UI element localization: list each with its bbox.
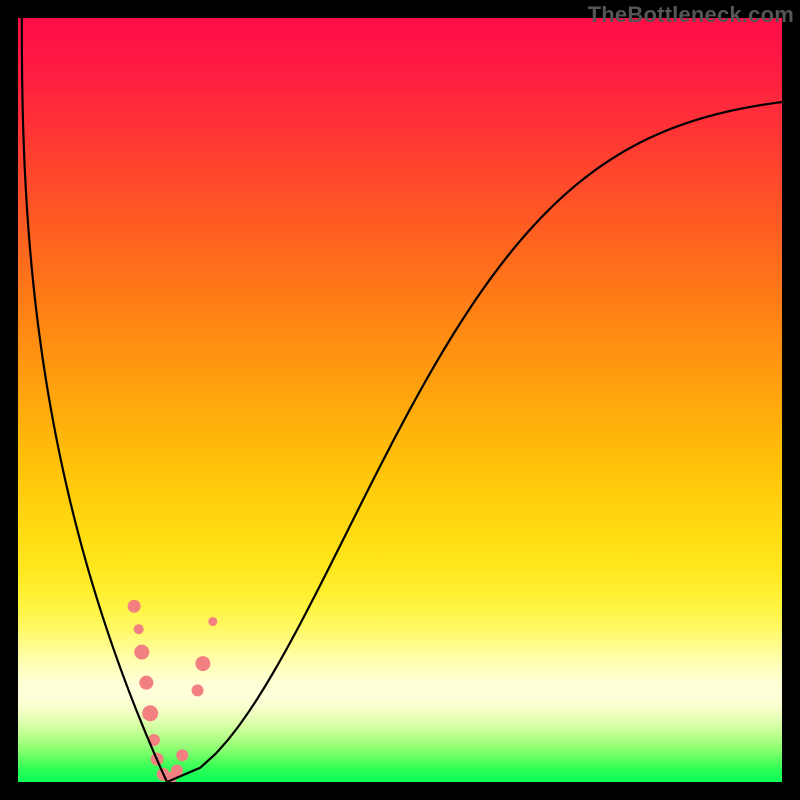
chart-svg — [18, 18, 782, 782]
data-marker — [208, 617, 217, 626]
plot-area — [18, 18, 782, 782]
data-marker — [192, 684, 204, 696]
data-marker — [176, 749, 188, 761]
chart-container: TheBottleneck.com — [0, 0, 800, 800]
data-marker — [128, 600, 141, 613]
data-marker — [195, 656, 210, 671]
data-marker — [134, 624, 144, 634]
data-marker — [134, 645, 149, 660]
data-marker — [142, 705, 158, 721]
watermark-text: TheBottleneck.com — [588, 2, 794, 28]
data-marker — [139, 676, 153, 690]
gradient-background — [18, 18, 782, 782]
